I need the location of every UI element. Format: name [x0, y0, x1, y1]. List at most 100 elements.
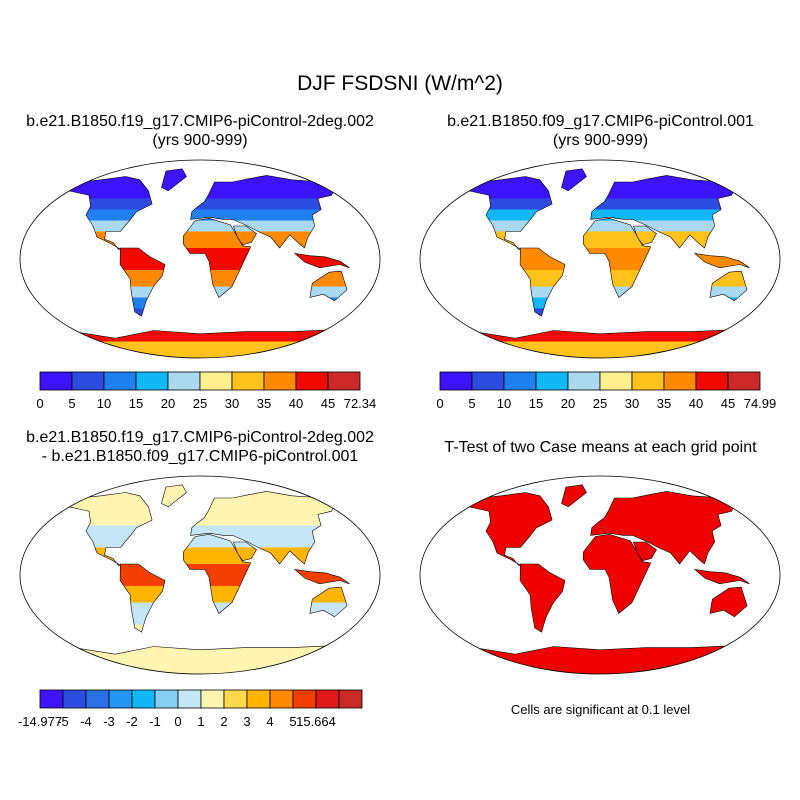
cb3-swatch [154, 689, 179, 709]
cb1-swatch [231, 371, 265, 391]
panel3-title: b.e21.B1850.f19_g17.CMIP6-piControl-2deg… [5, 428, 395, 466]
cb3-swatch [223, 689, 248, 709]
coastline-antarctica [459, 329, 741, 358]
cb2-swatch [439, 371, 473, 391]
coastline-australia [709, 270, 748, 302]
cb1-tick-label: 45 [321, 396, 335, 411]
coastline-northAmerica [68, 492, 153, 567]
cb2-swatch [599, 371, 633, 391]
cb3-tick-label: -1 [149, 714, 161, 729]
cb1-tick-label: 5 [68, 396, 75, 411]
significant-region-indonesia [693, 569, 750, 585]
coastline-northAmerica [68, 176, 153, 251]
cb2-tick-label: 74.99 [744, 396, 777, 411]
coastline-indonesia [693, 253, 750, 269]
significance-note: Cells are significant at 0.1 level [510, 702, 691, 717]
cb3-swatch [85, 689, 110, 709]
colorbar-difference: -14.977-5 -4 -3 -2 -1 0 1 2 3 4 5 15.664 [18, 689, 363, 729]
coastline-greenland [561, 168, 587, 192]
significant-region-southAmerica [519, 563, 566, 633]
coastline-arabia [232, 225, 257, 246]
ocean-background [20, 476, 380, 674]
cb3-swatch [177, 689, 202, 709]
cb1-swatch [135, 371, 169, 391]
cb3-tick-label: 1 [197, 714, 204, 729]
panel3-title-line1: b.e21.B1850.f19_g17.CMIP6-piControl-2deg… [26, 429, 374, 446]
cb2-tick-label: 15 [529, 396, 543, 411]
significant-region-greenland [561, 484, 587, 508]
cb2-swatch [695, 371, 729, 391]
coastline-antarctica [59, 645, 341, 674]
significant-region-australia [709, 586, 748, 618]
colorbar-case2: 0 5 10 15 20 25 30 35 40 45 74.99 [436, 371, 776, 411]
coastline-indonesia [293, 569, 350, 585]
cb1-swatch [327, 371, 361, 391]
coastline-eurasia [190, 175, 336, 249]
cb3-tick-label: -4 [80, 714, 92, 729]
cb1-tick-label: 15 [129, 396, 143, 411]
cb2-tick-label: 35 [657, 396, 671, 411]
cb2-tick-label: 30 [625, 396, 639, 411]
coastline-australia [309, 586, 348, 618]
cb1-swatch [199, 371, 233, 391]
map-panel-ttest [419, 475, 781, 675]
cb3-tick-label: 0 [174, 714, 181, 729]
cb3-swatch [338, 689, 363, 709]
cb2-swatch [631, 371, 665, 391]
significant-region-eurasia [590, 491, 736, 565]
cb3-swatch [315, 689, 340, 709]
cb2-tick-label: 20 [561, 396, 575, 411]
cb2-swatch [535, 371, 569, 391]
case2-field [420, 160, 780, 358]
cb1-tick-label: 35 [257, 396, 271, 411]
cb2-swatch [471, 371, 505, 391]
cb3-tick-label: -2 [126, 714, 138, 729]
significant-region-africa [582, 533, 652, 614]
cb1-swatch [263, 371, 297, 391]
map-panel-case1 [19, 159, 381, 359]
cb1-swatch [71, 371, 105, 391]
significant-region-arabia [632, 541, 657, 562]
cb2-swatch [663, 371, 697, 391]
cb3-swatch [246, 689, 271, 709]
cb2-tick-label: 10 [497, 396, 511, 411]
cb1-tick-label: 40 [289, 396, 303, 411]
map-border [419, 159, 781, 359]
difference-field [20, 476, 380, 674]
cb1-tick-label: 25 [193, 396, 207, 411]
cb3-swatch [200, 689, 225, 709]
case1-field [20, 160, 380, 358]
panel2-title-line1: b.e21.B1850.f09_g17.CMIP6-piControl.001 [447, 113, 754, 130]
cb3-tick-label: -14.977 [18, 714, 62, 729]
map-border [419, 475, 781, 675]
coastline-indonesia [293, 253, 350, 269]
coastline-africa [182, 533, 252, 614]
cb3-tick-label: 4 [266, 714, 273, 729]
cb1-tick-label: 10 [97, 396, 111, 411]
coastline-eurasia [190, 491, 336, 565]
ocean-background [420, 160, 780, 358]
panel4-title-line1: T-Test of two Case means at each grid po… [444, 439, 757, 456]
panel3-title-line2: - b.e21.B1850.f09_g17.CMIP6-piControl.00… [41, 448, 359, 465]
cb3-swatch [108, 689, 133, 709]
coastline-southAmerica [519, 247, 566, 317]
cb1-swatch [103, 371, 137, 391]
panel1-title-line2: (yrs 900-999) [152, 132, 248, 149]
cb1-swatch [295, 371, 329, 391]
coastline-eurasia [590, 175, 736, 249]
map-border [19, 159, 381, 359]
coastline-northAmerica [468, 176, 553, 251]
significant-region-northAmerica [468, 492, 553, 567]
cb3-tick-label: 3 [243, 714, 250, 729]
cb3-swatch [131, 689, 156, 709]
coastline-southAmerica [119, 563, 166, 633]
cb2-tick-label: 40 [689, 396, 703, 411]
ttest-field [420, 476, 780, 674]
panel4-title: T-Test of two Case means at each grid po… [403, 438, 798, 457]
coastline-africa [582, 217, 652, 298]
cb3-swatch [292, 689, 317, 709]
figure-title: DJF FSDSNI (W/m^2) [297, 72, 503, 95]
map-border [19, 475, 381, 675]
map-panel-case2 [419, 159, 781, 359]
coastline-arabia [632, 225, 657, 246]
